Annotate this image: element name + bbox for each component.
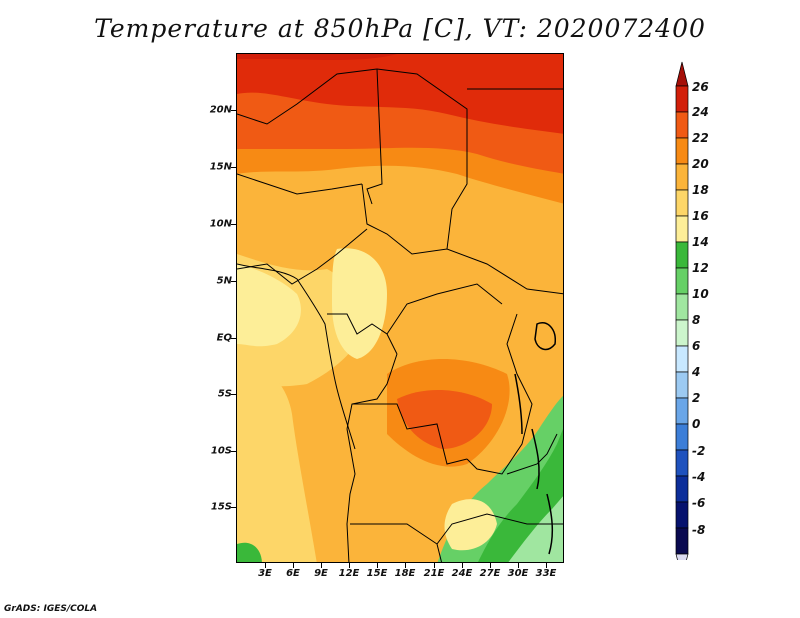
lakes: [514, 322, 556, 555]
lon-label: 21E: [423, 568, 445, 579]
lat-tick: [231, 281, 236, 282]
lon-label: 12E: [338, 568, 360, 579]
band-14-central: [332, 248, 387, 359]
colorbar-bottom-arrow: [675, 553, 689, 560]
colorbar-label: 4: [692, 365, 701, 379]
lon-tick: [518, 563, 519, 568]
colorbar-segment: [675, 501, 689, 529]
colorbar-segment: [675, 423, 689, 451]
colorbar-label: 20: [692, 157, 709, 171]
band-24: [237, 54, 563, 134]
lon-label: 6E: [286, 568, 300, 579]
lon-label: 9E: [314, 568, 328, 579]
lon-tick: [377, 563, 378, 568]
colorbar-label: 22: [692, 131, 709, 145]
lon-label: 15E: [366, 568, 388, 579]
colorbar-label: -2: [692, 444, 706, 458]
band-22-interior: [397, 389, 492, 449]
lon-tick: [490, 563, 491, 568]
colorbar-label: 14: [692, 235, 709, 249]
band-14-west: [237, 264, 301, 347]
colorbar: [675, 61, 689, 560]
colorbar-label: -8: [692, 523, 706, 537]
colorbar-label: 24: [692, 105, 709, 119]
lon-tick: [434, 563, 435, 568]
lon-label: 30E: [507, 568, 529, 579]
lat-label: 5N: [216, 275, 232, 287]
lat-tick: [231, 110, 236, 111]
colorbar-segment: [675, 527, 689, 555]
country-borders: [237, 68, 563, 562]
temperature-map: [236, 53, 564, 563]
lat-label: 10N: [209, 218, 232, 230]
lat-label: 5S: [217, 388, 232, 400]
lon-label: 3E: [258, 568, 272, 579]
colorbar-segment: [675, 85, 689, 113]
colorbar-label: 8: [692, 313, 701, 327]
lon-tick: [349, 563, 350, 568]
colorbar-label: 16: [692, 209, 709, 223]
lat-tick: [231, 224, 236, 225]
colorbar-label: 18: [692, 183, 709, 197]
lat-label: 15N: [209, 161, 232, 173]
colorbar-segment: [675, 137, 689, 165]
lat-tick: [231, 451, 236, 452]
band-14-south: [444, 499, 497, 551]
lat-label: 20N: [209, 104, 232, 116]
colorbar-label: 26: [692, 80, 709, 94]
colorbar-segment: [675, 345, 689, 373]
lat-label: 10S: [210, 445, 232, 457]
temperature-field: [237, 54, 563, 562]
lat-label: EQ: [216, 332, 232, 344]
colorbar-segment: [675, 111, 689, 139]
lon-label: 24E: [451, 568, 473, 579]
colorbar-label: 10: [692, 287, 709, 301]
lat-tick: [231, 167, 236, 168]
colorbar-segment: [675, 449, 689, 477]
colorbar-label: 2: [692, 391, 701, 405]
band-16-sw: [237, 354, 317, 562]
colorbar-segment: [675, 293, 689, 321]
colorbar-segment: [675, 319, 689, 347]
colorbar-label: 6: [692, 339, 701, 353]
colorbar-segment: [675, 267, 689, 295]
lon-tick: [405, 563, 406, 568]
lat-tick: [231, 507, 236, 508]
colorbar-segment: [675, 371, 689, 399]
lon-tick: [462, 563, 463, 568]
lat-tick: [231, 394, 236, 395]
chart-title: Temperature at 850hPa [C], VT: 202007240…: [94, 14, 706, 43]
colorbar-segment: [675, 215, 689, 243]
lon-label: 18E: [394, 568, 416, 579]
band-12-sw-corner: [237, 542, 262, 562]
credit-text: GrADS: IGES/COLA: [4, 604, 98, 614]
coastline: [237, 263, 356, 450]
lon-tick: [293, 563, 294, 568]
lon-label: 33E: [535, 568, 557, 579]
colorbar-segment: [675, 475, 689, 503]
colorbar-segment: [675, 189, 689, 217]
lat-tick: [231, 338, 236, 339]
band-26: [237, 54, 397, 60]
colorbar-label: -4: [692, 470, 706, 484]
colorbar-label: 12: [692, 261, 709, 275]
colorbar-segment: [675, 397, 689, 425]
colorbar-segment: [675, 241, 689, 269]
lon-tick: [321, 563, 322, 568]
lat-label: 15S: [210, 501, 232, 513]
lon-label: 27E: [479, 568, 501, 579]
colorbar-segment: [675, 163, 689, 191]
band-8-se: [508, 496, 563, 562]
colorbar-label: 0: [692, 417, 701, 431]
colorbar-top-arrow: [675, 61, 689, 87]
lon-tick: [265, 563, 266, 568]
lon-tick: [546, 563, 547, 568]
colorbar-label: -6: [692, 496, 706, 510]
